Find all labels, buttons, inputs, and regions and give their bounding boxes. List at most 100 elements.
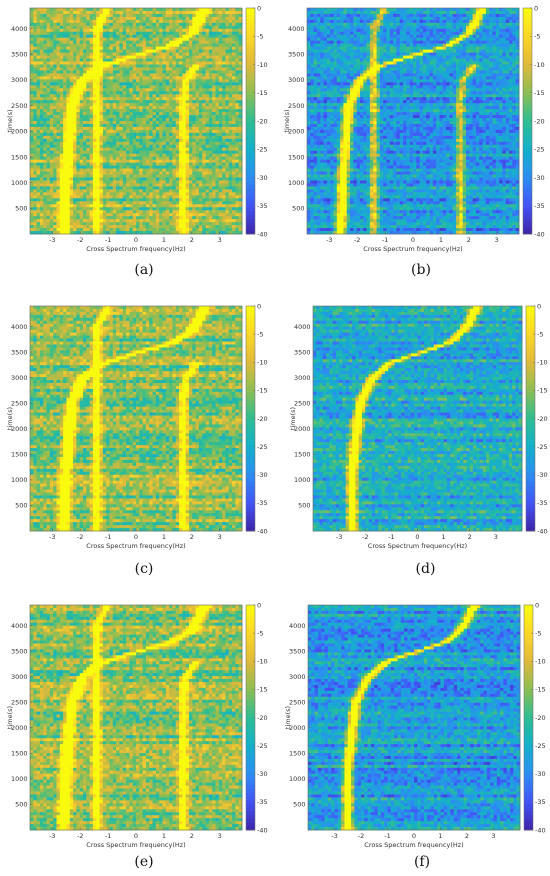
heatmap-cell (235, 198, 239, 201)
heatmap-cell (199, 157, 203, 160)
heatmap-cell (113, 133, 117, 136)
heatmap-cell (143, 183, 147, 186)
heatmap-cell (219, 133, 223, 136)
heatmap-cell (80, 154, 84, 157)
heatmap-cell (103, 70, 107, 73)
heatmap-cell (103, 88, 107, 91)
heatmap-cell (93, 23, 97, 26)
heatmap-cell (149, 56, 153, 59)
heatmap-cell (126, 106, 130, 109)
heatmap-cell (57, 23, 61, 26)
heatmap-cell (37, 47, 41, 50)
heatmap-cell (235, 32, 239, 35)
heatmap-cell (129, 85, 133, 88)
heatmap-cell (73, 157, 77, 160)
heatmap-cell (172, 148, 176, 151)
heatmap-cell (212, 59, 216, 62)
heatmap-cell (229, 53, 233, 56)
heatmap-cell (83, 139, 87, 142)
heatmap-cell (172, 82, 176, 85)
heatmap-cell (53, 38, 57, 41)
heatmap-cell (110, 210, 114, 213)
heatmap-cell (166, 213, 170, 216)
heatmap-cell (129, 213, 133, 216)
heatmap-cell (169, 136, 173, 139)
heatmap-cell (50, 100, 54, 103)
heatmap-cell (86, 228, 90, 231)
heatmap-cell (66, 35, 70, 38)
heatmap-cell (63, 118, 67, 121)
heatmap-cell (70, 163, 74, 166)
heatmap-cell (126, 29, 130, 32)
heatmap-cell (182, 207, 186, 210)
heatmap-cell (206, 14, 210, 17)
heatmap-cell (126, 207, 130, 210)
heatmap-cell (73, 228, 77, 231)
heatmap-cell (126, 133, 130, 136)
heatmap-cell (172, 56, 176, 59)
heatmap-cell (129, 160, 133, 163)
heatmap-cell (96, 88, 100, 91)
heatmap-cell (43, 53, 47, 56)
heatmap-cell (222, 32, 226, 35)
heatmap-cell (156, 14, 160, 17)
heatmap-cell (83, 103, 87, 106)
heatmap-cell (222, 82, 226, 85)
heatmap-cell (143, 225, 147, 228)
colorbar-segment (246, 53, 255, 57)
heatmap-cell (86, 53, 90, 56)
heatmap-cell (172, 85, 176, 88)
heatmap-cell (63, 115, 67, 118)
heatmap-cell (103, 50, 107, 53)
heatmap-cell (43, 11, 47, 14)
heatmap-cell (70, 94, 74, 97)
heatmap-cell (103, 41, 107, 44)
heatmap-cell (66, 160, 70, 163)
colorbar-segment (246, 87, 255, 91)
heatmap-cell (216, 130, 220, 133)
heatmap-cell (73, 130, 77, 133)
heatmap-cell (100, 29, 104, 32)
heatmap-cell (139, 79, 143, 82)
heatmap-cell (106, 88, 110, 91)
heatmap-cell (83, 67, 87, 70)
heatmap-cell (163, 23, 167, 26)
heatmap-cell (103, 11, 107, 14)
heatmap-cell (53, 166, 57, 169)
heatmap-cell (116, 160, 120, 163)
heatmap-cell (40, 225, 44, 228)
heatmap-cell (229, 127, 233, 130)
heatmap-cell (196, 213, 200, 216)
heatmap-cell (192, 204, 196, 207)
heatmap-cell (182, 73, 186, 76)
heatmap-cell (96, 73, 100, 76)
heatmap-cell (206, 133, 210, 136)
heatmap-cell (100, 56, 104, 59)
heatmap-cell (149, 189, 153, 192)
heatmap-cell (166, 73, 170, 76)
heatmap-cell (196, 65, 200, 68)
heatmap-cell (169, 53, 173, 56)
heatmap-cell (232, 142, 236, 145)
heatmap-cell (123, 121, 127, 124)
heatmap-cell (103, 62, 107, 65)
heatmap-cell (50, 35, 54, 38)
heatmap-cell (219, 112, 223, 115)
heatmap-cell (186, 29, 190, 32)
heatmap-cell (40, 65, 44, 68)
heatmap-cell (229, 222, 233, 225)
heatmap-cell (57, 85, 61, 88)
heatmap-cell (110, 124, 114, 127)
heatmap-cell (199, 109, 203, 112)
heatmap-cell (33, 157, 37, 160)
heatmap-cell (172, 186, 176, 189)
heatmap-cell (33, 145, 37, 148)
heatmap-cell (159, 210, 163, 213)
heatmap-cell (80, 222, 84, 225)
heatmap-cell (53, 20, 57, 23)
heatmap-cell (199, 127, 203, 130)
colorbar-segment (246, 200, 255, 204)
heatmap-cell (189, 172, 193, 175)
heatmap-cell (149, 145, 153, 148)
heatmap-cell (100, 65, 104, 68)
